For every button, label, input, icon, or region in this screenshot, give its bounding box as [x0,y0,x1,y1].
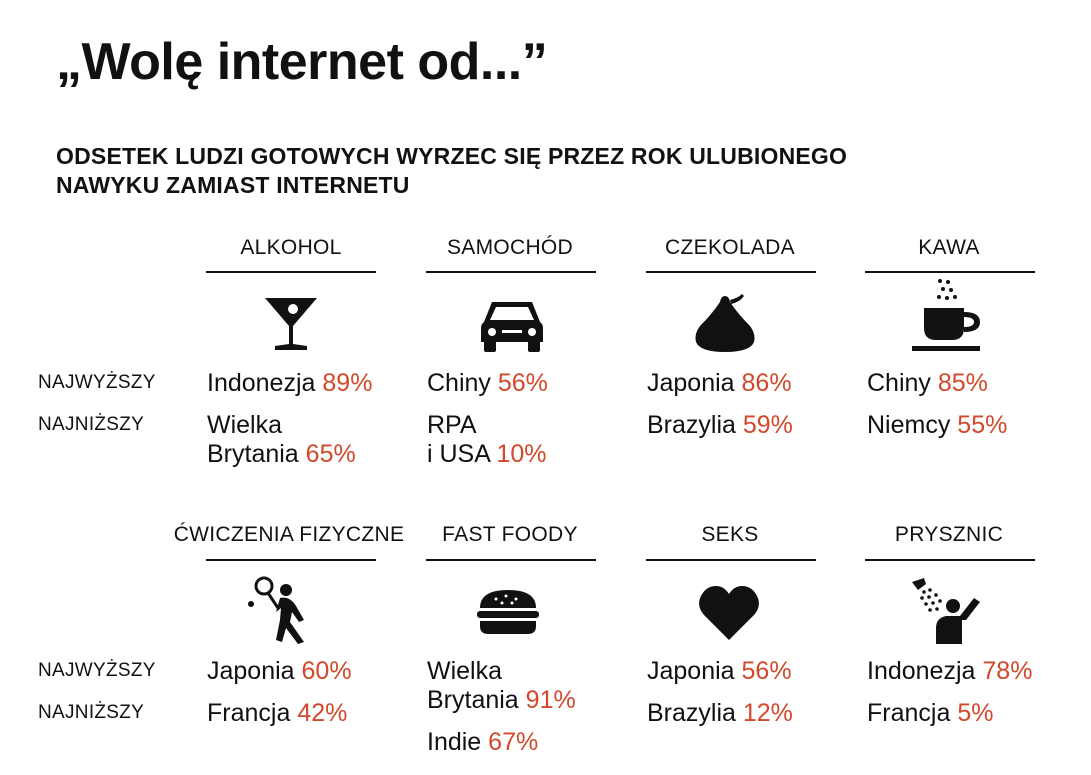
category-divider [426,559,596,561]
row-label-highest-1: NAJWYŻSZY [38,372,156,393]
category-divider [646,271,816,273]
samochod-lowest: RPA i USA 10% [427,411,547,468]
prysznic-lowest: Francja 5% [867,699,994,727]
czekolada-highest: Japonia 86% [647,369,792,397]
shower-icon [912,578,980,644]
burger-icon [477,590,539,634]
row-label-lowest-2: NAJNIŻSZY [38,702,145,723]
chocolate-kiss-icon [695,294,755,352]
subtitle-line-2: NAWYKU ZAMIAST INTERNETU [56,172,410,198]
category-heading-alkohol: ALKOHOL [240,236,342,259]
category-divider [206,271,376,273]
subtitle-line-1: ODSETEK LUDZI GOTOWYCH WYRZEC SIĘ PRZEZ … [56,143,848,169]
fast-foody-lowest: Indie 67% [427,728,539,756]
category-divider [865,559,1035,561]
category-heading-fast-foody: FAST FOODY [442,523,578,546]
kawa-lowest: Niemcy 55% [867,411,1008,439]
category-heading-seks: SEKS [701,523,759,546]
category-divider [646,559,816,561]
category-divider [426,271,596,273]
czekolada-lowest: Brazylia 59% [647,411,793,439]
page-subtitle: ODSETEK LUDZI GOTOWYCH WYRZEC SIĘ PRZEZ … [56,142,847,200]
cwiczenia-lowest: Francja 42% [207,699,348,727]
category-heading-cwiczenia: ĆWICZENIA FIZYCZNE [173,523,405,546]
category-divider [865,271,1035,273]
prysznic-highest: Indonezja 78% [867,657,1033,685]
category-heading-samochod: SAMOCHÓD [446,236,574,259]
fast-foody-highest: Wielka Brytania 91% [427,657,576,714]
category-heading-kawa: KAWA [918,236,980,259]
page-title: „Wolę internet od...” [56,33,548,91]
seks-highest: Japonia 56% [647,657,792,685]
samochod-highest: Chiny 56% [427,369,548,397]
seks-lowest: Brazylia 12% [647,699,793,727]
heart-icon [699,586,759,640]
cwiczenia-highest: Japonia 60% [207,657,352,685]
row-label-lowest-1: NAJNIŻSZY [38,414,145,435]
tennis-player-icon [248,576,304,644]
row-label-highest-2: NAJWYŻSZY [38,660,156,681]
car-icon [481,302,543,352]
cocktail-glass-icon [265,298,317,350]
alkohol-highest: Indonezja 89% [207,369,373,397]
alkohol-lowest: Wielka Brytania 65% [207,411,356,468]
coffee-cup-icon [912,279,980,351]
kawa-highest: Chiny 85% [867,369,988,397]
category-heading-czekolada: CZEKOLADA [665,236,795,259]
category-heading-prysznic: PRYSZNIC [894,523,1004,546]
category-divider [206,559,376,561]
